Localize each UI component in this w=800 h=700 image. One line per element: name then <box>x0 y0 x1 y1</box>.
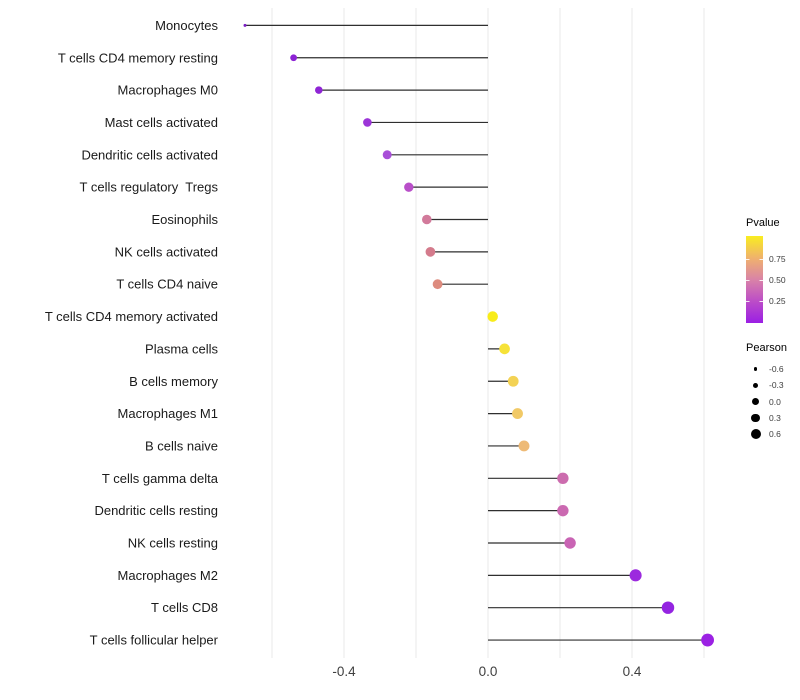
x-axis-tick-label: 0.0 <box>479 664 498 679</box>
pvalue-bar-tick <box>746 280 763 281</box>
y-axis-label: B cells naive <box>145 438 218 453</box>
size-key-label: -0.6 <box>769 364 784 375</box>
size-key-label: 0.6 <box>769 429 781 440</box>
pvalue-legend: Pvalue 0.75 0.50 0.25 <box>746 217 800 323</box>
size-key-dot-icon <box>750 429 761 440</box>
data-point <box>701 633 714 647</box>
x-axis-tick-label: 0.4 <box>623 664 642 679</box>
size-key-dot-icon <box>753 367 758 371</box>
data-point <box>499 343 510 355</box>
y-axis-label: Dendritic cells activated <box>81 147 218 162</box>
data-point <box>290 54 297 62</box>
size-key-label: -0.3 <box>769 380 784 391</box>
pvalue-tick-label: 0.25 <box>769 296 786 306</box>
x-axis-tick-label: -0.4 <box>332 664 356 679</box>
pearson-legend-entry: -0.3 <box>746 377 787 393</box>
y-axis-label: T cells CD4 memory activated <box>45 309 218 324</box>
y-axis-label: T cells CD8 <box>151 600 218 615</box>
pvalue-bar-tick <box>746 259 763 260</box>
pearson-legend-entry: 0.3 <box>746 410 787 426</box>
y-axis-label: T cells CD4 memory resting <box>58 50 218 65</box>
y-axis-label: Macrophages M1 <box>118 406 218 421</box>
data-point <box>518 440 530 452</box>
y-axis-label: Macrophages M2 <box>118 568 218 583</box>
data-point <box>487 311 498 322</box>
data-point <box>421 214 432 225</box>
pearson-legend-entry: -0.6 <box>746 361 787 377</box>
data-point <box>432 279 443 290</box>
data-point <box>363 118 372 127</box>
y-axis-label: NK cells activated <box>115 244 218 259</box>
data-point <box>382 150 392 160</box>
y-axis-label: Eosinophils <box>152 212 219 227</box>
y-axis-label: NK cells resting <box>128 536 218 551</box>
y-axis-label: Mast cells activated <box>105 115 218 130</box>
data-point <box>404 182 414 192</box>
y-axis-label: T cells CD4 naive <box>116 277 218 292</box>
y-axis-label: Monocytes <box>155 18 218 33</box>
y-axis-label: T cells regulatory Tregs <box>80 180 219 195</box>
size-key-label: 0.3 <box>769 413 781 424</box>
data-point <box>661 601 675 614</box>
pvalue-gradient-wrap: 0.75 0.50 0.25 <box>746 236 800 323</box>
pearson-legend-title: Pearson <box>746 342 787 354</box>
data-point <box>315 86 323 94</box>
pvalue-legend-title: Pvalue <box>746 217 780 229</box>
size-key-dot-icon <box>752 382 759 389</box>
data-point <box>507 375 519 387</box>
pvalue-tick-label: 0.50 <box>769 275 786 285</box>
data-point <box>512 408 523 420</box>
y-axis-label: Macrophages M0 <box>118 83 218 98</box>
y-axis-label: Dendritic cells resting <box>94 503 218 518</box>
pearson-size-legend: Pearson -0.6 -0.3 0.0 0.3 0.6 <box>746 342 787 442</box>
pvalue-bar-tick <box>746 301 763 302</box>
pearson-legend-entry: 0.6 <box>746 426 787 442</box>
data-point <box>557 472 569 484</box>
data-point <box>243 23 247 27</box>
y-axis-label: T cells follicular helper <box>90 633 219 648</box>
pearson-legend-rows: -0.6 -0.3 0.0 0.3 0.6 <box>746 361 787 442</box>
pearson-legend-entry: 0.0 <box>746 394 787 410</box>
y-axis-label: B cells memory <box>129 374 218 389</box>
size-key-dot-icon <box>751 398 760 406</box>
y-axis-label: T cells gamma delta <box>102 471 219 486</box>
pvalue-tick-label: 0.75 <box>769 254 786 264</box>
data-point <box>557 504 569 517</box>
y-axis-label: Plasma cells <box>145 341 218 356</box>
data-point <box>629 569 642 582</box>
size-key-dot-icon <box>751 413 760 423</box>
data-point <box>425 247 436 257</box>
size-key-label: 0.0 <box>769 396 781 407</box>
data-point <box>564 537 576 549</box>
